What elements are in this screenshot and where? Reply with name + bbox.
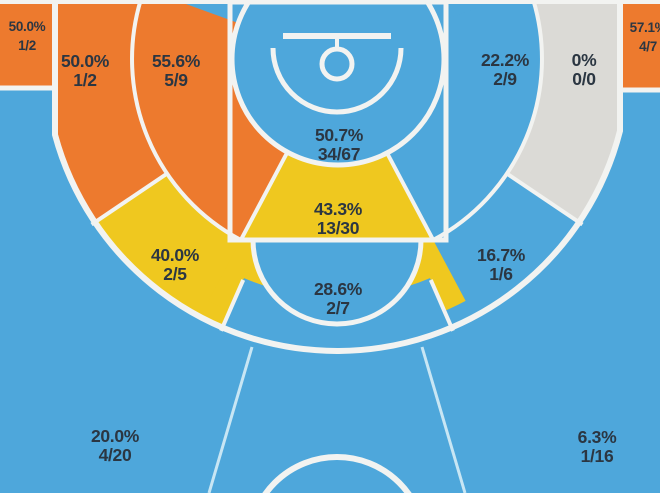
zone-ratio-right-wing-3: 1/16 <box>581 446 614 466</box>
zone-left-baseline-mid <box>55 0 173 244</box>
three-point-line-line <box>52 0 623 354</box>
zone-label-left-corner-3: 50.0% 1/2 <box>9 19 46 53</box>
zone-pct-right-wing-3: 6.3% <box>578 427 617 447</box>
zone-label-right-wing-3: 6.3% 1/16 <box>578 427 617 466</box>
zone-divider-sliver-left-line <box>219 279 246 332</box>
zone-pct-left-corner-3: 50.0% <box>9 19 46 34</box>
zone-pct-right-corner-3: 57.1% <box>630 20 660 35</box>
zone-label-restricted-area: 50.7% 34/67 <box>315 125 364 164</box>
zone-label-right-baseline-mid: 0% 0/0 <box>572 50 597 89</box>
zone-left-corner-3 <box>0 0 55 88</box>
ring-arc-left-line <box>130 0 242 242</box>
zone-right-baseline-mid <box>501 0 620 244</box>
zone-ratio-restricted-area: 34/67 <box>318 144 360 164</box>
zone-label-right-wing-mid: 16.7% 1/6 <box>477 245 526 284</box>
baseline <box>0 0 660 4</box>
zone-label-paint-non-ra: 43.3% 13/30 <box>314 199 363 238</box>
zone-free-throw-circle <box>253 240 421 324</box>
zone-ratio-right-elbow-mid: 2/9 <box>493 69 517 89</box>
zone-pct-right-baseline-mid: 0% <box>572 50 597 70</box>
zone-labels-layer: 50.0% 1/240.0% 2/50% 0/016.7% 1/655.6% 5/922.… <box>9 19 660 466</box>
zone-low-center-sliver <box>206 278 468 351</box>
zone-label-left-wing-mid: 40.0% 2/5 <box>151 245 200 284</box>
zone-ratio-left-elbow-mid: 5/9 <box>164 70 188 90</box>
zone-pct-left-baseline-mid: 50.0% <box>61 51 110 71</box>
zone-pct-left-wing-mid: 40.0% <box>151 245 200 265</box>
zone-ratio-paint-non-ra: 13/30 <box>317 218 360 238</box>
rim-line <box>319 46 355 82</box>
zone-divider-inner-left-line <box>239 150 290 241</box>
zone-ratio-right-corner-3: 4/7 <box>639 39 657 54</box>
zone-restricted-area <box>234 0 442 163</box>
zone-pct-left-elbow-mid: 55.6% <box>152 51 201 71</box>
zone-right-corner-3 <box>620 0 660 90</box>
no-charge-arc-line <box>270 47 404 115</box>
free-throw-arc-line <box>250 239 424 327</box>
zone-ratio-left-wing-mid: 2/5 <box>163 264 187 284</box>
zone-label-right-corner-3: 57.1% 4/7 <box>630 20 660 54</box>
zone-ratio-right-wing-mid: 1/6 <box>489 264 513 284</box>
ring-arc-right-line <box>432 0 544 242</box>
zone-label-left-elbow-mid: 55.6% 5/9 <box>152 51 201 90</box>
zone-pct-right-wing-mid: 16.7% <box>477 245 526 265</box>
zone-pct-restricted-area: 50.7% <box>315 125 364 145</box>
zone-ratio-free-throw-circle: 2/7 <box>326 298 349 318</box>
zone-ratio-left-wing-3: 4/20 <box>99 445 132 465</box>
zone-divider-sliver-right-line <box>428 279 455 332</box>
zone-pct-left-wing-3: 20.0% <box>91 426 140 446</box>
zone-label-left-wing-3: 20.0% 4/20 <box>91 426 140 465</box>
zone-ratio-left-corner-3: 1/2 <box>18 38 36 53</box>
zone-ratio-left-baseline-mid: 1/2 <box>73 70 97 90</box>
corner-three-zones-layer <box>0 0 660 90</box>
center-circle-line <box>262 454 412 493</box>
zone-label-free-throw-circle: 28.6% 2/7 <box>314 279 363 318</box>
zone-label-left-baseline-mid: 50.0% 1/2 <box>61 51 110 90</box>
zone-pct-free-throw-circle: 28.6% <box>314 279 363 299</box>
three-point-zone-divider-left-line <box>207 346 254 493</box>
zone-ratio-right-baseline-mid: 0/0 <box>572 69 596 89</box>
zone-divider-inner-right-line <box>384 150 435 241</box>
zone-pct-paint-non-ra: 43.3% <box>314 199 363 219</box>
zone-divider-outer-right-line <box>505 171 584 227</box>
zone-divider-outer-left-line <box>90 171 169 227</box>
zone-label-right-elbow-mid: 22.2% 2/9 <box>481 50 530 89</box>
zone-pct-right-elbow-mid: 22.2% <box>481 50 530 70</box>
three-point-zone-divider-right-line <box>420 346 467 493</box>
